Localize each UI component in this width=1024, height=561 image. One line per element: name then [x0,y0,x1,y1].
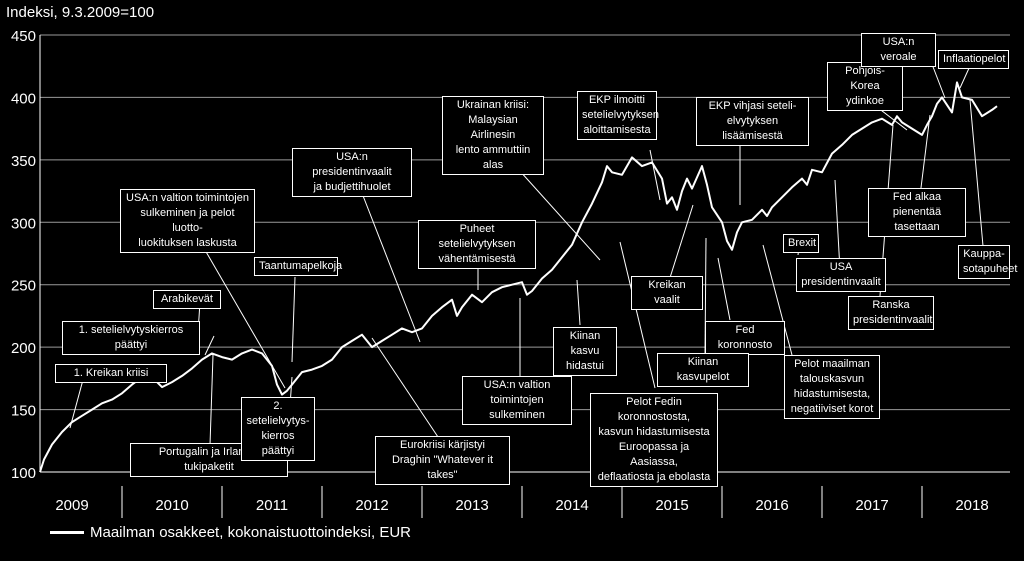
annotation-connector [69,375,85,429]
annotation-label: USA:n veroale [861,33,936,67]
annotation-label: 1. setelielvytyskierros päättyi [62,321,200,355]
annotation-label: EKP vihjasi seteli- elvytyksen lisäämise… [696,97,809,146]
annotation-connector [619,241,656,389]
y-tick-label: 300 [11,215,36,232]
annotation-connector [969,99,984,247]
y-tick-label: 350 [11,153,36,170]
legend: Maailman osakkeet, kokonaistuottoindeksi… [50,524,411,541]
x-tick-label: 2012 [355,497,388,514]
annotation-label: Kiinan kasvupelot [657,353,749,387]
annotation-label: Fed koronnosto [705,321,785,355]
annotation-label: Arabikevät [153,290,221,309]
y-axis-label: Indeksi, 9.3.2009=100 [6,4,155,21]
annotation-label: Pelot Fedin koronnostosta, kasvun hidast… [590,393,718,487]
annotation-label: Ranska presidentinvaalit [848,296,934,330]
annotation-label: Ukrainan kriisi: Malaysian Airlinesin le… [442,96,544,175]
x-tick-label: 2015 [655,497,688,514]
annotation-label: Kiinan kasvu hidastui [553,327,617,376]
x-tick-label: 2018 [955,497,988,514]
annotation-connector [834,179,841,271]
annotation-label: USA presidentinvaalit [796,258,886,292]
x-tick-label: 2014 [555,497,588,514]
annotation-label: Puheet setelielvytyksen vähentämisestä [418,220,536,269]
annotation-connector [509,159,601,261]
annotation-label: USA:n valtion toimintojen sulkeminen [462,376,572,425]
x-tick-label: 2009 [55,497,88,514]
annotation-label: Kreikan vaalit [631,276,703,310]
y-tick-label: 250 [11,278,36,295]
annotation-label: Pelot maailman talouskasvun hidastumises… [784,355,880,419]
y-tick-label: 100 [11,465,36,482]
annotation-label: Taantumapelkoja [254,257,342,276]
annotation-label: USA:n valtion toimintojen sulkeminen ja … [120,189,255,253]
annotation-connector [762,244,793,356]
annotation-label: Fed alkaa pienentää tasettaan [868,188,966,237]
legend-line-swatch [50,531,84,534]
y-tick-label: 150 [11,403,36,420]
annotation-connector [371,337,439,438]
annotation-label: Pohjois-Korea ydinkoe [827,62,903,111]
annotation-label: EKP ilmoitti setelielvytyksen aloittamis… [577,91,659,140]
annotation-label: 2. setelielvytys- kierros päättyi [241,397,315,461]
annotation-label: Eurokriisi kärjistyi Draghin "Whatever i… [375,436,510,485]
x-tick-label: 2010 [155,497,188,514]
legend-label: Maailman osakkeet, kokonaistuottoindeksi… [90,524,411,541]
annotation-label: Brexit [783,234,819,253]
x-tick-label: 2017 [855,497,888,514]
x-tick-label: 2011 [256,497,288,514]
annotation-label: 1. Kreikan kriisi [55,364,167,383]
y-tick-label: 400 [11,90,36,107]
annotation-connector [919,114,931,197]
annotation-connector [209,354,214,446]
y-tick-label: 200 [11,340,36,357]
annotation-connector [717,257,731,321]
y-tick-label: 450 [11,28,36,45]
annotation-connector [649,149,661,201]
annotation-connector [359,187,421,343]
annotation-connector [204,335,215,356]
annotation-connector [959,65,971,89]
annotation-connector [576,279,581,326]
annotation-label: USA:n presidentinvaalit ja budjettihuole… [292,148,412,197]
annotation-label: Kauppa- sotapuheet [958,245,1017,279]
series-line [39,81,998,473]
x-tick-label: 2013 [455,497,488,514]
annotation-label: Inflaatiopelot [938,50,1009,69]
annotation-connector [291,276,296,363]
x-tick-label: 2016 [755,497,788,514]
annotation-connector [667,204,694,285]
